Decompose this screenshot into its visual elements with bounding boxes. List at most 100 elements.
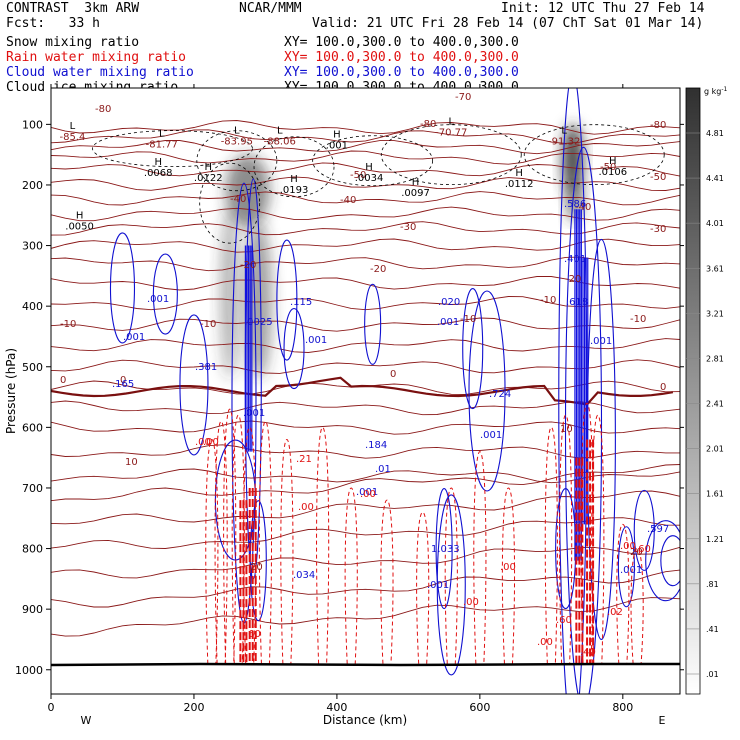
- cloud-water-label: 1.033: [431, 544, 460, 555]
- y-tick-label: 400: [22, 300, 43, 313]
- cloud-water-contour: [152, 253, 178, 335]
- extremum-value: -70.77: [435, 127, 467, 138]
- colorbar-level-label: 1.61: [706, 490, 724, 499]
- rain-contour: [591, 414, 605, 664]
- cloud-water-label: .001: [123, 332, 145, 343]
- direction-west: W: [81, 714, 92, 727]
- y-tick-label: 1000: [15, 664, 43, 677]
- extremum-letter: H: [609, 156, 617, 167]
- colorbar-level-label: 3.21: [706, 309, 724, 318]
- rain-label: .00: [203, 437, 219, 448]
- x-tick-label: 800: [612, 701, 633, 714]
- x-tick-label: 200: [183, 701, 204, 714]
- isotherm-label: -40: [230, 194, 246, 205]
- cloud-water-label: .001: [620, 565, 642, 576]
- rain-contour: [544, 426, 558, 664]
- cloud-water-contour: [462, 288, 484, 410]
- y-tick-label: 100: [22, 118, 43, 131]
- cloud-water-label: .001: [243, 408, 265, 419]
- cloud-ice-contour: [92, 130, 253, 168]
- extremum-value: -83.95: [221, 136, 253, 147]
- colorbar-level-label: 2.41: [706, 400, 724, 409]
- isotherm-line: [51, 191, 680, 206]
- extremum-letter: L: [448, 116, 454, 127]
- isotherm-label: -20: [370, 264, 386, 275]
- y-tick-label: 900: [22, 603, 43, 616]
- organization: NCAR/MMM: [239, 1, 302, 16]
- cloud-ice-contour: [196, 130, 278, 192]
- rain-label: .02: [607, 607, 623, 618]
- isotherm-label: -10: [200, 319, 216, 330]
- isotherm-line: [51, 140, 680, 155]
- extremum-letter: L: [277, 125, 283, 136]
- rain-label: .00: [298, 502, 314, 513]
- rain-contour: [344, 487, 358, 664]
- cloud-water-label: .597: [647, 524, 669, 535]
- cloud-water-contour: [564, 146, 603, 694]
- isotherm-label: 20: [630, 547, 643, 558]
- rain-contour: [316, 426, 330, 664]
- y-axis-label: Pressure (hPa): [4, 348, 18, 434]
- direction-east: E: [659, 714, 666, 727]
- rain-contour: [280, 438, 294, 664]
- y-tick-label: 700: [22, 482, 43, 495]
- extremum-letter: H: [154, 157, 162, 168]
- isotherm-label: 0: [390, 369, 396, 380]
- isotherm-label: 10: [560, 424, 573, 435]
- extremum-value: .0097: [401, 188, 430, 199]
- colorbar-level-label: .01: [706, 670, 719, 679]
- isotherm-label: -10: [60, 319, 76, 330]
- rain-label: .00: [537, 637, 553, 648]
- rain-label: .40: [580, 647, 596, 658]
- cloud-water-label: .034: [293, 570, 315, 581]
- isotherm-label: -40: [575, 202, 591, 213]
- isotherm-line: [51, 597, 680, 637]
- init-time: Init: 12 UTC Thu 27 Feb 14: [501, 1, 705, 16]
- cloud-water-label: .001: [427, 580, 449, 591]
- cloud-water-label: .001: [356, 487, 378, 498]
- rain-contour: [223, 408, 237, 664]
- isotherm-label: -10: [540, 295, 556, 306]
- isotherm-label: -30: [650, 224, 666, 235]
- colorbar-level-label: 3.61: [706, 264, 724, 273]
- y-tick-label: 300: [22, 240, 43, 253]
- cloud-ice-contour: [312, 135, 434, 187]
- forecast-hour: Fcst: 33 h: [6, 16, 100, 31]
- y-tick-label: 200: [22, 179, 43, 192]
- isotherm-label: -30: [400, 222, 416, 233]
- rain-contour: [630, 548, 644, 664]
- rain-label: .00: [620, 541, 636, 552]
- cloud-water-label: .020: [438, 297, 460, 308]
- isotherm-label: -80: [420, 119, 436, 130]
- rain-contour: [380, 499, 394, 664]
- isotherm-line: [51, 129, 680, 144]
- rain-label: .60: [635, 544, 651, 555]
- rain-contour: [559, 414, 573, 664]
- isotherm-label: -40: [340, 195, 356, 206]
- cloud-water-label: .001: [480, 430, 502, 441]
- cloud-water-label: .401: [564, 254, 586, 265]
- x-axis: 0 200 400 600 800: [48, 84, 633, 714]
- colorbar: 4.81 4.41 4.01 3.61 3.21 2.81 2.41 2.01 1.61 1.21…: [685, 86, 728, 695]
- ground-surface-line: [51, 662, 680, 667]
- extremum-value: -91.32: [548, 136, 580, 147]
- isotherm-label: 0: [660, 382, 666, 393]
- y-tick-label: 800: [22, 543, 43, 556]
- isotherm-label: 20: [30, 572, 43, 583]
- extremum-value: .0122: [194, 173, 223, 184]
- rain-contour: [501, 487, 516, 664]
- cloud-water-label: .115: [290, 297, 312, 308]
- field-name-cloud-water: Cloud water mixing ratio: [6, 65, 194, 80]
- rain-contour: [580, 402, 594, 664]
- rain-label: .00: [195, 437, 211, 448]
- colorbar-level-label: 1.21: [706, 535, 724, 544]
- isotherm-label: 10: [125, 457, 138, 468]
- field-xy-rain: XY= 100.0,300.0 to 400.0,300.0: [284, 50, 519, 65]
- extremum-value: .0106: [598, 167, 627, 178]
- colorbar-level-label: 4.81: [706, 129, 724, 138]
- isotherm-label: -80: [95, 104, 111, 115]
- cloud-water-label: .184: [365, 440, 387, 451]
- extremum-letter: H: [204, 162, 212, 173]
- cloud-water-contour: [435, 488, 453, 610]
- cloud-ice-contour: [523, 124, 665, 186]
